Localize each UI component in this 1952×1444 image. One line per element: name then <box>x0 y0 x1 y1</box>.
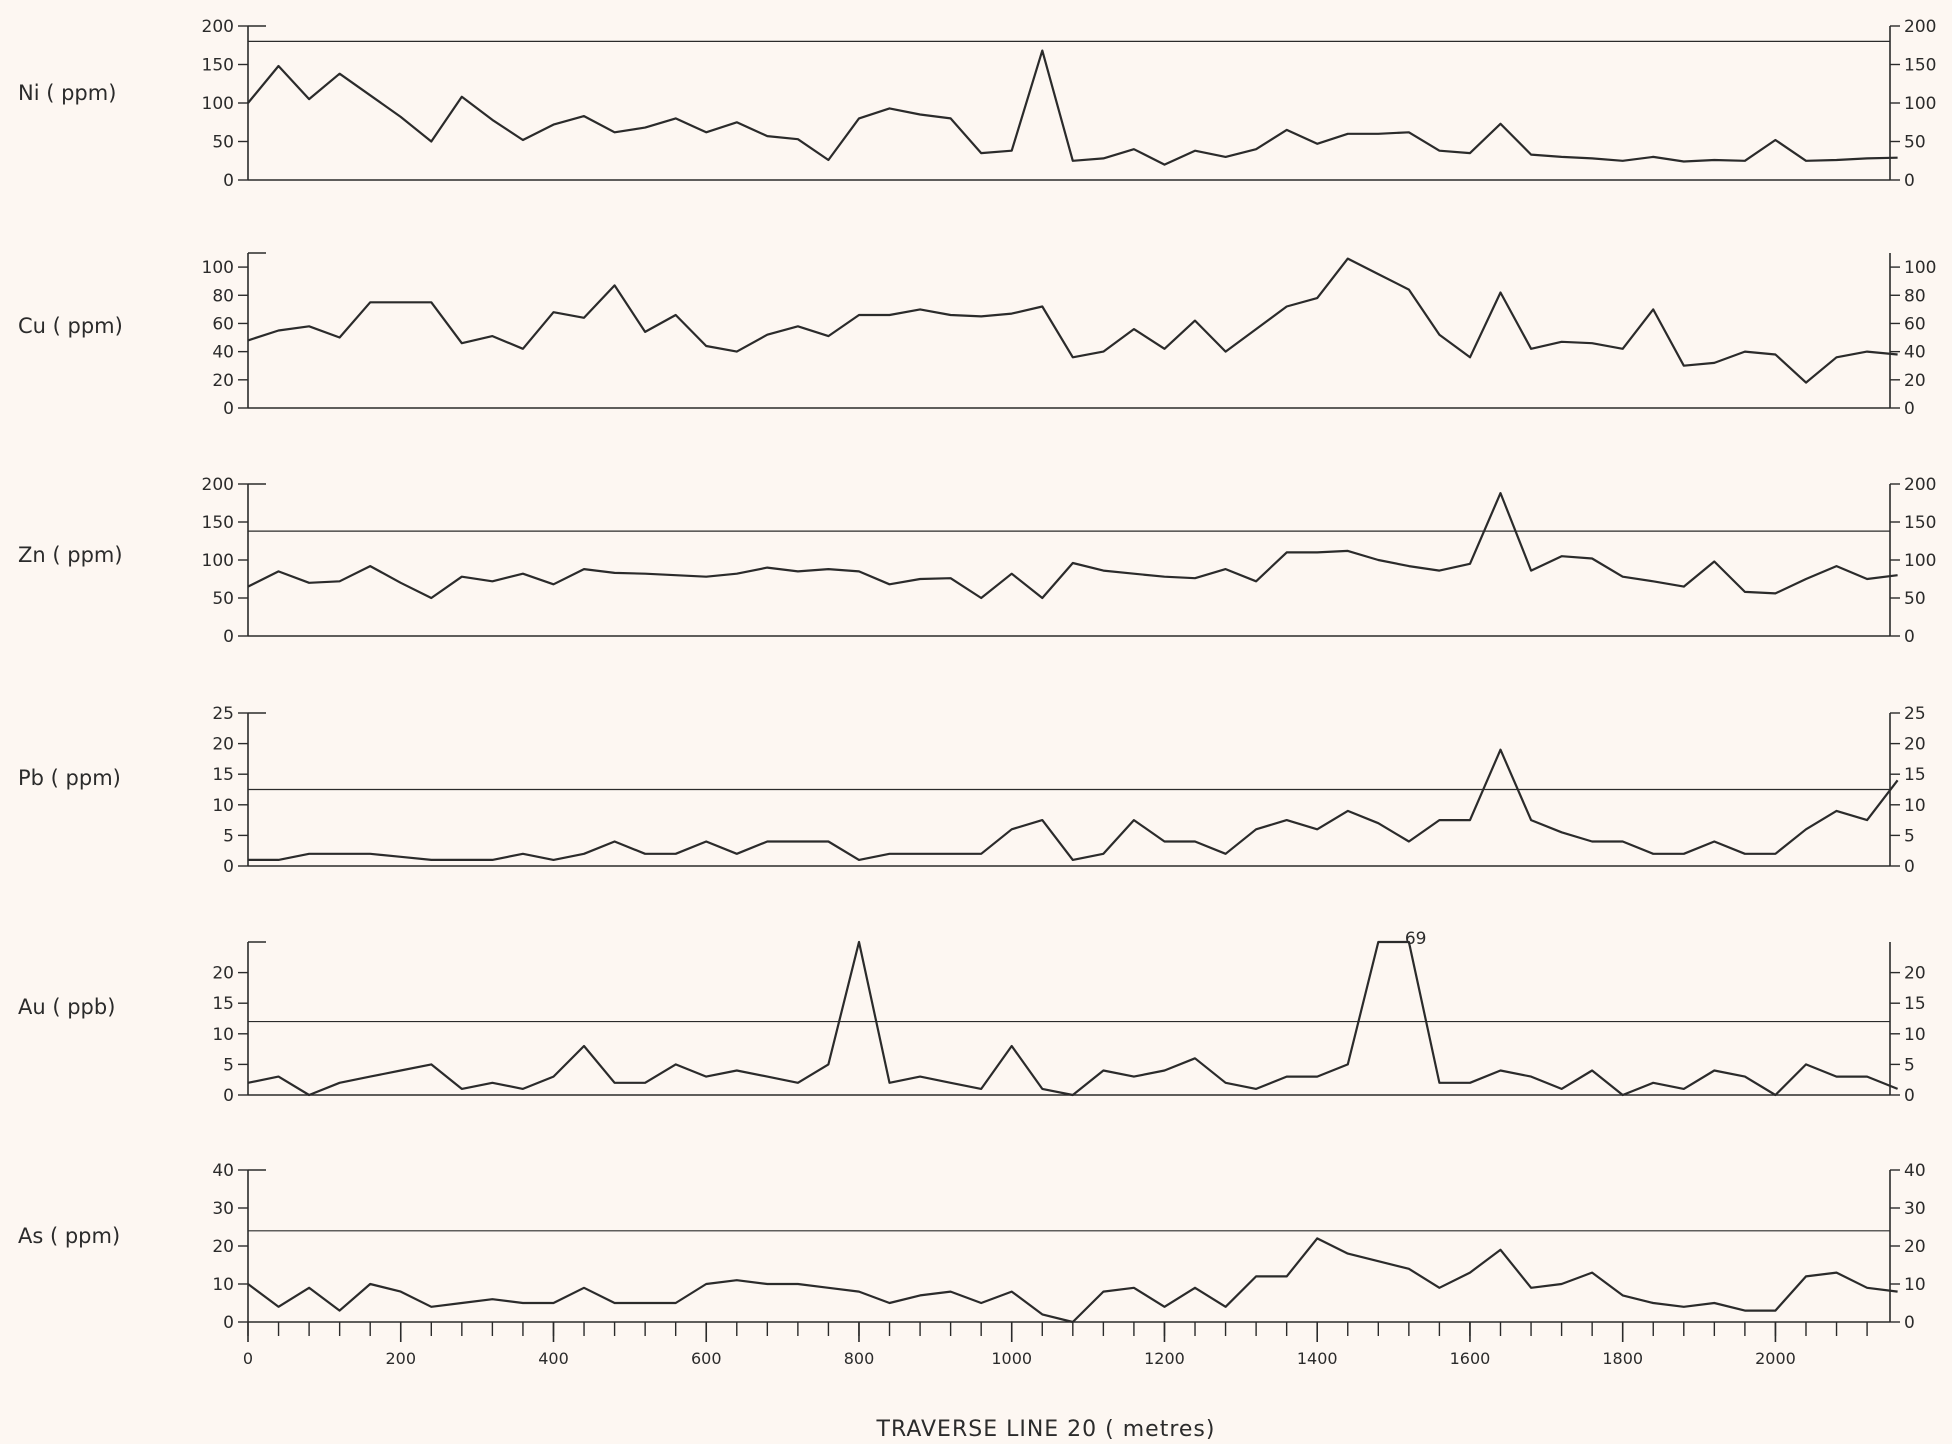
au-ytick-label-right: 15 <box>1904 994 1926 1014</box>
pb-ytick-label-right: 5 <box>1904 826 1915 846</box>
ni-panel: 0 0 50 50 100 100 150 150 200 200 Ni ( ppm) <box>18 17 1936 191</box>
cu-ytick-label-right: 100 <box>1904 258 1936 278</box>
cu-panel: 0 0 20 20 40 40 60 60 80 80 100 100 Cu ( ppm) <box>18 252 1936 419</box>
as-ytick-label-right: 10 <box>1904 1275 1926 1295</box>
ni-ytick-label-right: 100 <box>1904 94 1936 114</box>
cu-ytick-label-left: 80 <box>212 286 234 306</box>
x-tick-label: 1000 <box>991 1349 1032 1368</box>
x-tick-label: 1600 <box>1450 1349 1491 1368</box>
au-ytick-label-left: 20 <box>212 964 234 984</box>
ni-ytick-label-right: 150 <box>1904 56 1936 76</box>
pb-ytick-label-right: 25 <box>1904 704 1926 724</box>
ni-ytick-label-left: 0 <box>223 171 234 191</box>
au-annotation: 69 <box>1405 929 1427 949</box>
cu-ytick-label-right: 20 <box>1904 371 1926 391</box>
au-ytick-label-left: 5 <box>223 1055 234 1075</box>
pb-series-line <box>248 748 1899 862</box>
x-tick-label: 400 <box>538 1349 569 1368</box>
pb-ytick-label-right: 20 <box>1904 735 1926 755</box>
zn-ytick-label-left: 150 <box>202 513 234 533</box>
au-ytick-label-left: 0 <box>223 1086 234 1106</box>
as-series-line <box>247 1237 1898 1324</box>
as-axis-label: As ( ppm) <box>18 1224 120 1248</box>
cu-ytick-label-left: 40 <box>212 343 234 363</box>
as-ytick-label-right: 20 <box>1904 1237 1926 1257</box>
ni-axis-label: Ni ( ppm) <box>18 81 116 105</box>
cu-ytick-label-right: 0 <box>1904 399 1915 419</box>
pb-ytick-label-left: 10 <box>212 796 234 816</box>
pb-ytick-label-right: 10 <box>1904 796 1926 816</box>
pb-ytick-label-left: 15 <box>212 765 234 785</box>
ni-ytick-label-right: 50 <box>1904 133 1926 153</box>
cu-ytick-label-right: 40 <box>1904 343 1926 363</box>
as-ytick-label-right: 0 <box>1904 1313 1915 1333</box>
as-ytick-label-left: 20 <box>212 1237 234 1257</box>
pb-ytick-label-right: 0 <box>1904 857 1915 877</box>
au-ytick-label-right: 10 <box>1904 1025 1926 1045</box>
au-ytick-label-left: 10 <box>212 1025 234 1045</box>
as-ytick-label-right: 30 <box>1904 1199 1926 1219</box>
zn-ytick-label-right: 0 <box>1904 627 1915 647</box>
x-tick-label: 600 <box>691 1349 722 1368</box>
x-tick-label: 800 <box>844 1349 875 1368</box>
traverse-x-axis: 0 200 400 600 800 1000 1200 1400 1600 1800 2000 <box>243 1322 1868 1368</box>
zn-ytick-label-right: 50 <box>1904 589 1926 609</box>
au-ytick-label-right: 0 <box>1904 1086 1915 1106</box>
x-tick-label: 0 <box>243 1349 253 1368</box>
au-ytick-label-right: 5 <box>1904 1055 1915 1075</box>
zn-ytick-label-left: 0 <box>223 627 234 647</box>
as-ytick-label-left: 0 <box>223 1313 234 1333</box>
cu-ytick-label-left: 0 <box>223 399 234 419</box>
ni-ytick-label-left: 200 <box>202 17 234 37</box>
cu-ytick-label-right: 80 <box>1904 286 1926 306</box>
au-ytick-label-left: 15 <box>212 994 234 1014</box>
pb-ytick-label-right: 15 <box>1904 765 1926 785</box>
cu-ytick-label-left: 20 <box>212 371 234 391</box>
ni-ytick-label-left: 150 <box>202 56 234 76</box>
as-ytick-label-right: 40 <box>1904 1161 1926 1181</box>
cu-axis-label: Cu ( ppm) <box>18 314 123 338</box>
x-tick-label: 2000 <box>1755 1349 1796 1368</box>
as-ytick-label-left: 40 <box>212 1161 234 1181</box>
cu-ytick-label-right: 60 <box>1904 314 1926 334</box>
pb-axis-label: Pb ( ppm) <box>18 766 121 790</box>
x-tick-label: 1800 <box>1602 1349 1643 1368</box>
ni-series-line <box>247 49 1898 166</box>
ni-ytick-label-right: 0 <box>1904 171 1915 191</box>
zn-series-line <box>247 492 1898 600</box>
pb-ytick-label-left: 5 <box>223 826 234 846</box>
pb-ytick-label-left: 25 <box>212 704 234 724</box>
zn-ytick-label-left: 200 <box>202 475 234 495</box>
x-tick-label: 200 <box>385 1349 416 1368</box>
as-ytick-label-left: 30 <box>212 1199 234 1219</box>
cu-ytick-label-left: 100 <box>202 258 234 278</box>
ni-ytick-label-left: 100 <box>202 94 234 114</box>
pb-panel: 0 0 5 5 10 10 15 15 20 20 25 25 Pb ( ppm) <box>18 704 1926 877</box>
zn-panel: 0 0 50 50 100 100 150 150 200 200 Zn ( ppm) <box>18 475 1936 647</box>
ni-ytick-label-right: 200 <box>1904 17 1936 37</box>
zn-ytick-label-right: 200 <box>1904 475 1936 495</box>
zn-ytick-label-left: 100 <box>202 551 234 571</box>
as-ytick-label-left: 10 <box>212 1275 234 1295</box>
au-ytick-label-right: 20 <box>1904 964 1926 984</box>
zn-ytick-label-right: 100 <box>1904 551 1936 571</box>
pb-ytick-label-left: 20 <box>212 735 234 755</box>
pb-ytick-label-left: 0 <box>223 857 234 877</box>
x-tick-label: 1400 <box>1297 1349 1338 1368</box>
au-panel: 0 0 5 5 10 10 15 15 20 20 Au ( ppb) 69 <box>18 929 1926 1106</box>
zn-axis-label: Zn ( ppm) <box>18 543 123 567</box>
au-axis-label: Au ( ppb) <box>18 995 115 1019</box>
cu-series-line <box>247 257 1898 384</box>
ni-ytick-label-left: 50 <box>212 133 234 153</box>
au-series-line <box>247 940 1899 1097</box>
cu-ytick-label-left: 60 <box>212 314 234 334</box>
as-panel: 0 0 10 10 20 20 30 30 40 40 As ( ppm) <box>18 1161 1926 1333</box>
zn-ytick-label-right: 150 <box>1904 513 1936 533</box>
zn-ytick-label-left: 50 <box>212 589 234 609</box>
x-axis-title: TRAVERSE LINE 20 ( metres) <box>876 1417 1216 1442</box>
x-tick-label: 1200 <box>1144 1349 1185 1368</box>
